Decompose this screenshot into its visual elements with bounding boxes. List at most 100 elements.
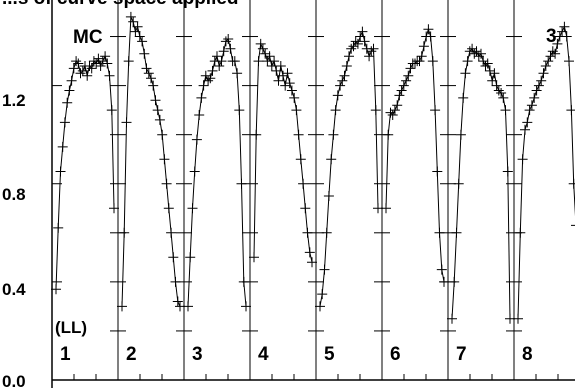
- data-point-marker: [271, 65, 282, 76]
- data-point-marker: [427, 56, 438, 67]
- data-point-marker: [139, 48, 150, 59]
- data-point-marker: [460, 68, 471, 79]
- data-point-marker: [328, 129, 339, 140]
- data-point-marker: [368, 43, 379, 54]
- data-point-marker: [302, 227, 313, 238]
- data-point-marker: [323, 191, 334, 201]
- data-point-marker: [166, 227, 177, 238]
- data-point-marker: [51, 284, 61, 295]
- data-point-marker: [82, 70, 93, 81]
- data-point-marker: [381, 203, 391, 214]
- data-point-marker: [341, 61, 352, 71]
- data-point-marker: [163, 203, 174, 214]
- corner-label: 3: [546, 26, 557, 47]
- panel-number: 2: [126, 344, 137, 365]
- data-point-marker: [344, 51, 354, 62]
- data-point-marker: [335, 80, 346, 91]
- series-line: [319, 30, 379, 307]
- data-point-marker: [307, 257, 317, 268]
- data-point-marker: [282, 68, 293, 79]
- data-point-marker: [355, 31, 366, 42]
- data-point-marker: [223, 34, 234, 44]
- data-point-marker: [159, 154, 170, 165]
- data-point-marker: [106, 105, 117, 116]
- data-point-marker: [59, 117, 70, 128]
- data-point-marker: [71, 56, 82, 67]
- data-point-marker: [260, 48, 271, 59]
- data-point-marker: [557, 26, 568, 37]
- data-point-marker: [430, 105, 441, 116]
- data-point-marker: [137, 36, 148, 47]
- data-point-marker: [416, 51, 427, 62]
- data-point-marker: [249, 252, 259, 263]
- data-point-marker: [225, 43, 236, 54]
- data-point-marker: [172, 296, 183, 307]
- data-point-marker: [545, 51, 556, 62]
- data-point-marker: [513, 313, 523, 324]
- data-point-marker: [291, 105, 302, 116]
- y-tick-labels: 1.2 0.8 0.4 0.0: [2, 91, 26, 388]
- data-point-marker: [241, 301, 251, 312]
- data-point-marker: [540, 61, 551, 71]
- data-point-marker: [403, 70, 414, 81]
- series-line: [121, 16, 181, 307]
- data-point-marker: [564, 56, 574, 67]
- data-point-marker: [439, 276, 449, 287]
- data-point-marker: [473, 51, 484, 62]
- data-point-marker: [293, 129, 304, 140]
- panel-dividers: [117, 0, 515, 380]
- data-point-marker: [520, 124, 530, 135]
- data-point-marker: [401, 75, 412, 86]
- data-point-marker: [436, 264, 447, 275]
- panel-numbers: 1 2 3 4 5 6 7 8: [60, 344, 533, 365]
- data-point-marker: [154, 114, 165, 125]
- data-point-marker: [104, 70, 115, 81]
- data-point-marker: [330, 105, 341, 116]
- data-point-marker: [117, 301, 127, 312]
- data-point-marker: [95, 61, 106, 71]
- data-point-marker: [55, 166, 66, 177]
- data-point-marker: [91, 58, 102, 69]
- data-point-marker: [251, 129, 262, 140]
- data-point-marker: [238, 276, 249, 287]
- data-point-marker: [125, 11, 136, 22]
- data-point-marker: [161, 178, 172, 189]
- data-point-marker: [66, 75, 77, 86]
- series-line: [187, 37, 247, 307]
- data-point-marker: [229, 56, 240, 67]
- data-point-marker: [364, 51, 375, 62]
- data-point-marker: [482, 58, 493, 69]
- panel-label-mc: MC: [73, 27, 103, 48]
- panel-number: 5: [324, 344, 335, 365]
- y-tick-label: 0.8: [2, 185, 26, 204]
- data-point-marker: [502, 166, 513, 177]
- data-point-marker: [387, 110, 398, 120]
- data-point-marker: [121, 117, 132, 128]
- data-point-marker: [317, 289, 328, 300]
- data-point-marker: [295, 154, 306, 165]
- data-point-marker: [529, 92, 540, 103]
- data-point-marker: [57, 141, 68, 152]
- data-point-marker: [352, 38, 363, 49]
- data-point-marker: [207, 65, 218, 76]
- data-point-marker: [396, 85, 407, 96]
- data-point-marker: [200, 70, 211, 81]
- data-point-marker: [146, 73, 156, 84]
- data-point-marker: [346, 43, 357, 54]
- data-point-marker: [62, 97, 73, 108]
- data-point-marker: [526, 100, 537, 111]
- data-point-marker: [453, 178, 464, 189]
- data-point-marker: [134, 31, 145, 42]
- data-point-marker: [300, 203, 311, 214]
- data-point-marker: [132, 21, 143, 32]
- data-point-marker: [232, 68, 243, 79]
- data-point-marker: [398, 80, 409, 91]
- mode-label: (LL): [55, 318, 87, 337]
- y-tick-label: 0.0: [2, 372, 26, 388]
- data-point-marker: [462, 56, 473, 67]
- data-point-marker: [73, 58, 84, 69]
- data-point-marker: [185, 252, 196, 263]
- data-point-marker: [183, 301, 193, 312]
- data-point-marker: [552, 38, 563, 49]
- data-point-marker: [143, 68, 154, 79]
